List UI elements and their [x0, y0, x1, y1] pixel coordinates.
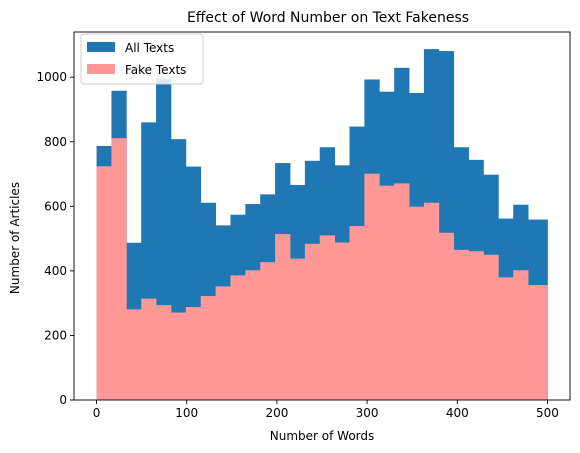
- fake-texts-bar: [498, 277, 514, 400]
- fake-texts-bar: [542, 285, 548, 400]
- chart-title: Effect of Word Number on Text Fakeness: [187, 10, 469, 26]
- fake-texts-bar: [438, 232, 455, 400]
- fake-texts-bar: [126, 309, 142, 400]
- y-axis-ticks: 0 200 400 600 800 1000: [36, 70, 74, 407]
- fake-texts-bar: [275, 234, 291, 400]
- fake-texts-bars: [96, 138, 548, 400]
- fake-texts-bar: [245, 270, 261, 400]
- fake-texts-bar: [96, 166, 112, 400]
- legend: All Texts Fake Texts: [80, 33, 204, 85]
- x-tick-label: 400: [446, 406, 469, 420]
- y-tick-label: 1000: [36, 70, 67, 84]
- fake-texts-bar: [483, 254, 499, 400]
- fake-texts-bar: [289, 258, 306, 400]
- fake-texts-bar: [230, 275, 246, 400]
- legend-label-fake-texts: Fake Texts: [125, 63, 186, 77]
- x-tick-label: 0: [93, 406, 101, 420]
- fake-texts-bar: [409, 206, 425, 400]
- fake-texts-bar: [334, 242, 350, 400]
- legend-swatch-all-texts: [87, 42, 115, 52]
- fake-texts-bar: [528, 285, 544, 400]
- fake-texts-bar: [156, 305, 172, 400]
- fake-texts-bar: [349, 226, 365, 400]
- fake-texts-bar: [141, 298, 157, 400]
- fake-texts-bar: [215, 286, 231, 400]
- x-tick-label: 100: [175, 406, 198, 420]
- fake-texts-bar: [170, 312, 187, 400]
- fake-texts-bar: [260, 262, 276, 400]
- y-tick-label: 400: [44, 264, 67, 278]
- fake-texts-bar: [513, 270, 529, 400]
- x-tick-label: 200: [265, 406, 288, 420]
- y-tick-label: 200: [44, 328, 67, 342]
- fake-texts-bar: [364, 173, 380, 400]
- x-axis-ticks: 0 100 200 300 400 500: [93, 400, 559, 420]
- x-tick-label: 300: [356, 406, 379, 420]
- y-tick-label: 0: [59, 393, 67, 407]
- fake-texts-bar: [200, 296, 216, 400]
- legend-label-all-texts: All Texts: [125, 41, 174, 55]
- fake-texts-bar: [468, 251, 484, 400]
- fake-texts-bar: [185, 307, 202, 400]
- axes: [73, 31, 571, 401]
- fake-texts-bar: [111, 138, 127, 400]
- legend-swatch-fake-texts: [87, 64, 115, 74]
- axes-frame: [73, 31, 571, 401]
- fake-texts-bar: [453, 249, 469, 400]
- x-axis-label: Number of Words: [270, 429, 375, 443]
- fake-texts-bar: [304, 243, 321, 400]
- y-tick-label: 800: [44, 135, 67, 149]
- fake-texts-bar: [423, 202, 440, 400]
- fake-texts-bar: [319, 235, 336, 400]
- x-tick-label: 500: [536, 406, 559, 420]
- fake-texts-bar: [394, 183, 410, 400]
- y-axis-label: Number of Articles: [8, 182, 22, 294]
- y-tick-label: 600: [44, 199, 67, 213]
- fake-texts-bar: [379, 185, 395, 400]
